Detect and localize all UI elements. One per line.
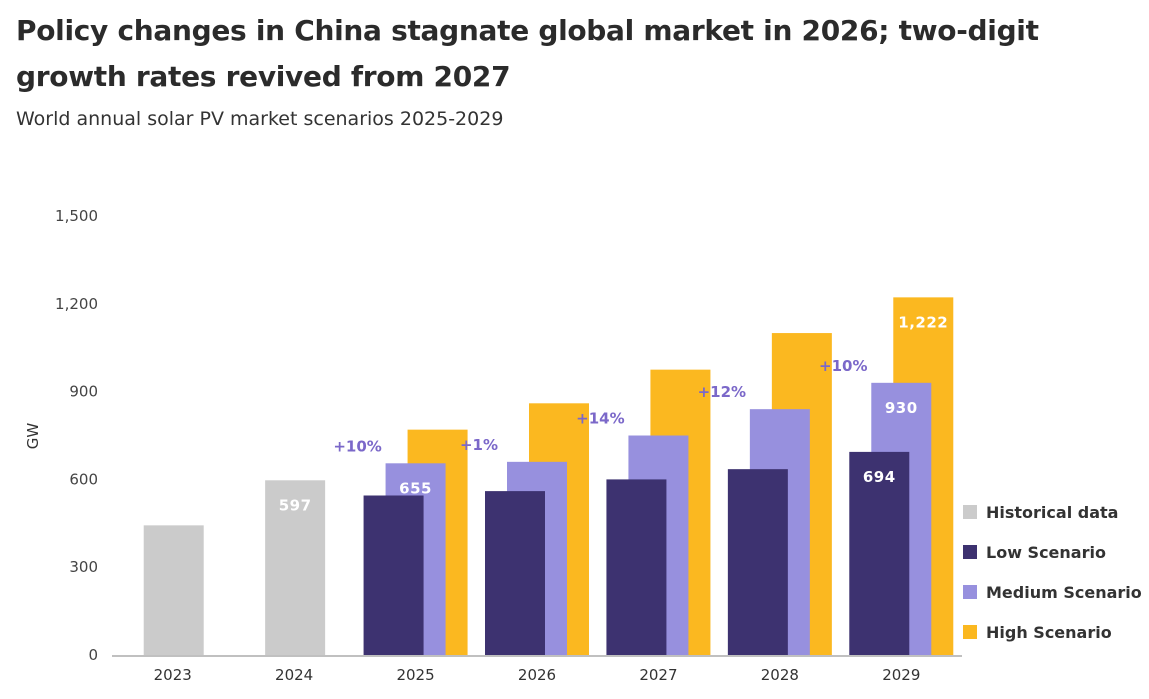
bar-low-scenario-2029 <box>849 451 910 655</box>
x-tick-label: 2023 <box>154 666 192 684</box>
y-tick-label: 1,200 <box>55 295 98 313</box>
legend-label: Medium Scenario <box>986 583 1142 602</box>
x-tick-label: 2025 <box>396 666 434 684</box>
growth-label: +10% <box>333 437 381 455</box>
y-tick-label: 1,500 <box>55 207 98 225</box>
legend-swatch-low-scenario <box>963 545 977 559</box>
x-tick-label: 2027 <box>639 666 677 684</box>
bar-historical-2023 <box>143 525 204 655</box>
legend-swatch-high-scenario <box>963 625 977 639</box>
x-tick-label: 2026 <box>518 666 556 684</box>
legend-label: High Scenario <box>986 623 1112 642</box>
data-label: 694 <box>863 468 896 486</box>
x-tick-label: 2029 <box>882 666 920 684</box>
growth-label: +12% <box>698 383 746 401</box>
bar-low-scenario-2027 <box>606 479 667 655</box>
y-axis-label: GW <box>24 423 42 450</box>
y-tick-label: 900 <box>69 383 98 401</box>
data-label: 597 <box>279 496 312 514</box>
y-tick-label: 600 <box>69 470 98 488</box>
x-tick-label: 2028 <box>761 666 799 684</box>
y-tick-label: 0 <box>88 646 98 664</box>
growth-label: +14% <box>576 410 624 428</box>
bar-historical-2024 <box>265 480 326 655</box>
growth-label: +1% <box>460 436 498 454</box>
chart-title: Policy changes in China stagnate global … <box>16 14 1039 93</box>
data-label: 1,222 <box>898 313 948 331</box>
chart-subtitle: World annual solar PV market scenarios 2… <box>16 108 504 130</box>
legend-swatch-medium-scenario <box>963 585 977 599</box>
growth-label: +10% <box>819 357 867 375</box>
y-tick-label: 300 <box>69 558 98 576</box>
bar-low-scenario-2026 <box>485 491 545 655</box>
legend-label: Historical data <box>986 503 1118 522</box>
legend-swatch-historical-data <box>963 505 977 519</box>
bar-low-scenario-2028 <box>727 469 788 655</box>
data-label: 655 <box>399 479 432 497</box>
data-label: 930 <box>885 399 918 417</box>
bar-low-scenario-2025 <box>363 495 424 655</box>
x-tick-label: 2024 <box>275 666 313 684</box>
legend-label: Low Scenario <box>986 543 1106 562</box>
